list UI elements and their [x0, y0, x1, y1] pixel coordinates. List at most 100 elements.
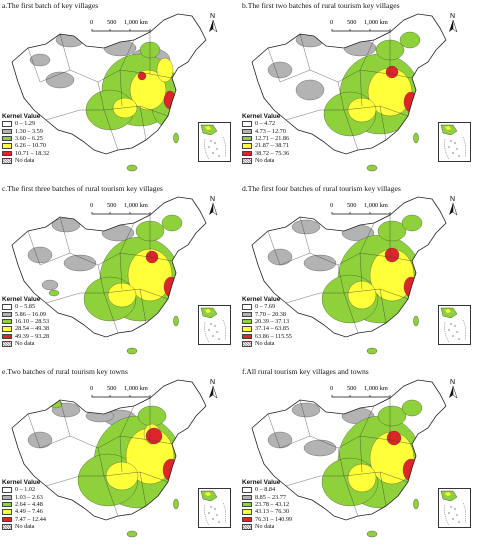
grey-density-zone [267, 61, 293, 79]
legend-swatch [242, 516, 252, 523]
scale-mid: 500 [347, 202, 356, 209]
green-density-zone [399, 31, 421, 49]
scale-zero: 0 [330, 385, 333, 392]
legend-item-no-data: No data [2, 523, 46, 530]
legend-label: 4.73 – 12.70 [255, 127, 286, 135]
legend-swatch [242, 150, 252, 157]
panel-title: e.Two batches of rural tourism key towns [2, 367, 128, 376]
legend-label: 21.87 – 38.71 [255, 142, 290, 150]
legend-item-no-data: No data [242, 523, 292, 530]
kernel-density-map: 0 500 1,000 km N [11, 13, 218, 172]
grey-density-zone [291, 219, 321, 235]
legend-swatch [2, 121, 12, 127]
legend-item: 63.86 – 115.55 [242, 333, 292, 340]
legend-swatch [242, 333, 252, 340]
taiwan-island [173, 132, 179, 144]
south-china-sea-inset [438, 305, 471, 345]
legend-label: 0 – 7.69 [255, 303, 276, 311]
legend-label: 7.70 – 20.38 [255, 310, 286, 318]
legend-swatch [2, 333, 12, 340]
green-density-zone [137, 405, 167, 427]
grey-density-zone [41, 279, 59, 291]
province-boundaries [27, 32, 173, 151]
legend-title: Kernel Value [2, 113, 41, 120]
kernel-density-map: 0 500 1,000 km N [11, 379, 218, 538]
red-density-zone [384, 247, 400, 263]
yellow-density-zone [156, 57, 174, 83]
hainan-island [126, 530, 138, 538]
legend: Kernel Value 0 – 7.69 7.70 – 20.38 20.39 –… [242, 296, 292, 348]
south-china-sea-inset [198, 122, 231, 162]
scale-zero: 0 [330, 202, 333, 209]
grey-density-zone [27, 246, 53, 264]
grey-density-zone [295, 79, 325, 101]
province-boundaries [267, 398, 413, 517]
legend-label: 63.86 – 115.55 [255, 332, 292, 340]
legend-item-no-data: No data [2, 157, 49, 164]
grey-density-zone [267, 431, 293, 449]
scale-mid: 500 [107, 19, 116, 26]
legend-swatch [2, 135, 12, 142]
kernel-density-map: 0 500 1,000 km N [251, 379, 458, 538]
legend-title: Kernel Value [242, 113, 281, 120]
yellow-density-zone [129, 69, 167, 111]
legend-swatch [242, 311, 252, 317]
legend-label: 1.03 – 2.63 [15, 493, 43, 501]
china-outline [11, 379, 207, 521]
china-outline [251, 13, 447, 155]
map-panel-e: e.Two batches of rural tourism key towns [0, 366, 233, 546]
north-label: N [450, 196, 455, 203]
legend-label: 1.30 – 3.59 [15, 127, 43, 135]
grey-density-zone [291, 402, 321, 418]
grey-density-zone [29, 53, 51, 67]
north-label: N [210, 13, 215, 20]
legend-item: 7.70 – 20.38 [242, 311, 292, 318]
red-density-zone [386, 430, 402, 446]
legend-swatch [2, 143, 12, 149]
legend-item-no-data: No data [2, 340, 49, 347]
north-arrow: N [449, 379, 458, 399]
legend-item: 1.03 – 2.63 [2, 494, 46, 501]
scale-bar: 0 500 1,000 km [330, 385, 391, 398]
legend-item: 10.71 – 18.32 [2, 150, 49, 157]
legend: Kernel Value 0 – 1.02 1.03 – 2.63 2.64 – 4… [2, 479, 46, 531]
scale-end: 1,000 km [124, 202, 148, 209]
green-density-zone [401, 214, 423, 232]
north-arrow: N [209, 196, 218, 216]
china-outline [11, 13, 207, 155]
panel-title: b.The first two batches of rural tourism… [242, 1, 400, 10]
legend-swatch [242, 143, 252, 149]
green-density-zone [377, 220, 407, 242]
legend-swatch [2, 501, 12, 508]
legend-item: 43.13 – 76.30 [242, 508, 292, 515]
legend-swatch [242, 509, 252, 515]
scale-bar: 0 500 1,000 km [90, 385, 151, 398]
legend-title: Kernel Value [2, 296, 41, 303]
scale-mid: 500 [107, 385, 116, 392]
legend-label: 0 – 1.29 [15, 120, 36, 128]
legend: Kernel Value 0 – 4.72 4.73 – 12.70 12.71 –… [242, 113, 289, 165]
legend-item: 20.39 – 37.13 [242, 318, 292, 325]
yellow-density-zone [347, 97, 377, 123]
scale-end: 1,000 km [124, 385, 148, 392]
legend-swatch [242, 501, 252, 508]
red-density-zone [385, 65, 399, 79]
legend-label: 20.39 – 37.13 [255, 318, 290, 326]
map-panel-a: a.The first batch of key villages [0, 0, 233, 180]
red-density-zone [162, 458, 180, 482]
legend-label: 0 – 5.85 [15, 303, 36, 311]
legend-item: 28.54 – 49.38 [2, 325, 49, 332]
south-china-sea-inset [198, 305, 231, 345]
legend-item: 21.87 – 38.71 [242, 142, 289, 149]
map-panel-b: b.The first two batches of rural tourism… [240, 0, 473, 180]
scale-mid: 500 [107, 202, 116, 209]
green-density-zone [377, 405, 407, 427]
kernel-density-map: 0 500 1,000 km N [251, 13, 458, 172]
legend-swatch [242, 135, 252, 142]
red-density-zone [402, 458, 420, 482]
legend-item: 3.60 – 6.25 [2, 135, 49, 142]
red-density-zone [403, 276, 419, 298]
scale-bar: 0 500 1,000 km [90, 202, 151, 215]
yellow-density-zone [107, 282, 137, 308]
north-label: N [210, 196, 215, 203]
